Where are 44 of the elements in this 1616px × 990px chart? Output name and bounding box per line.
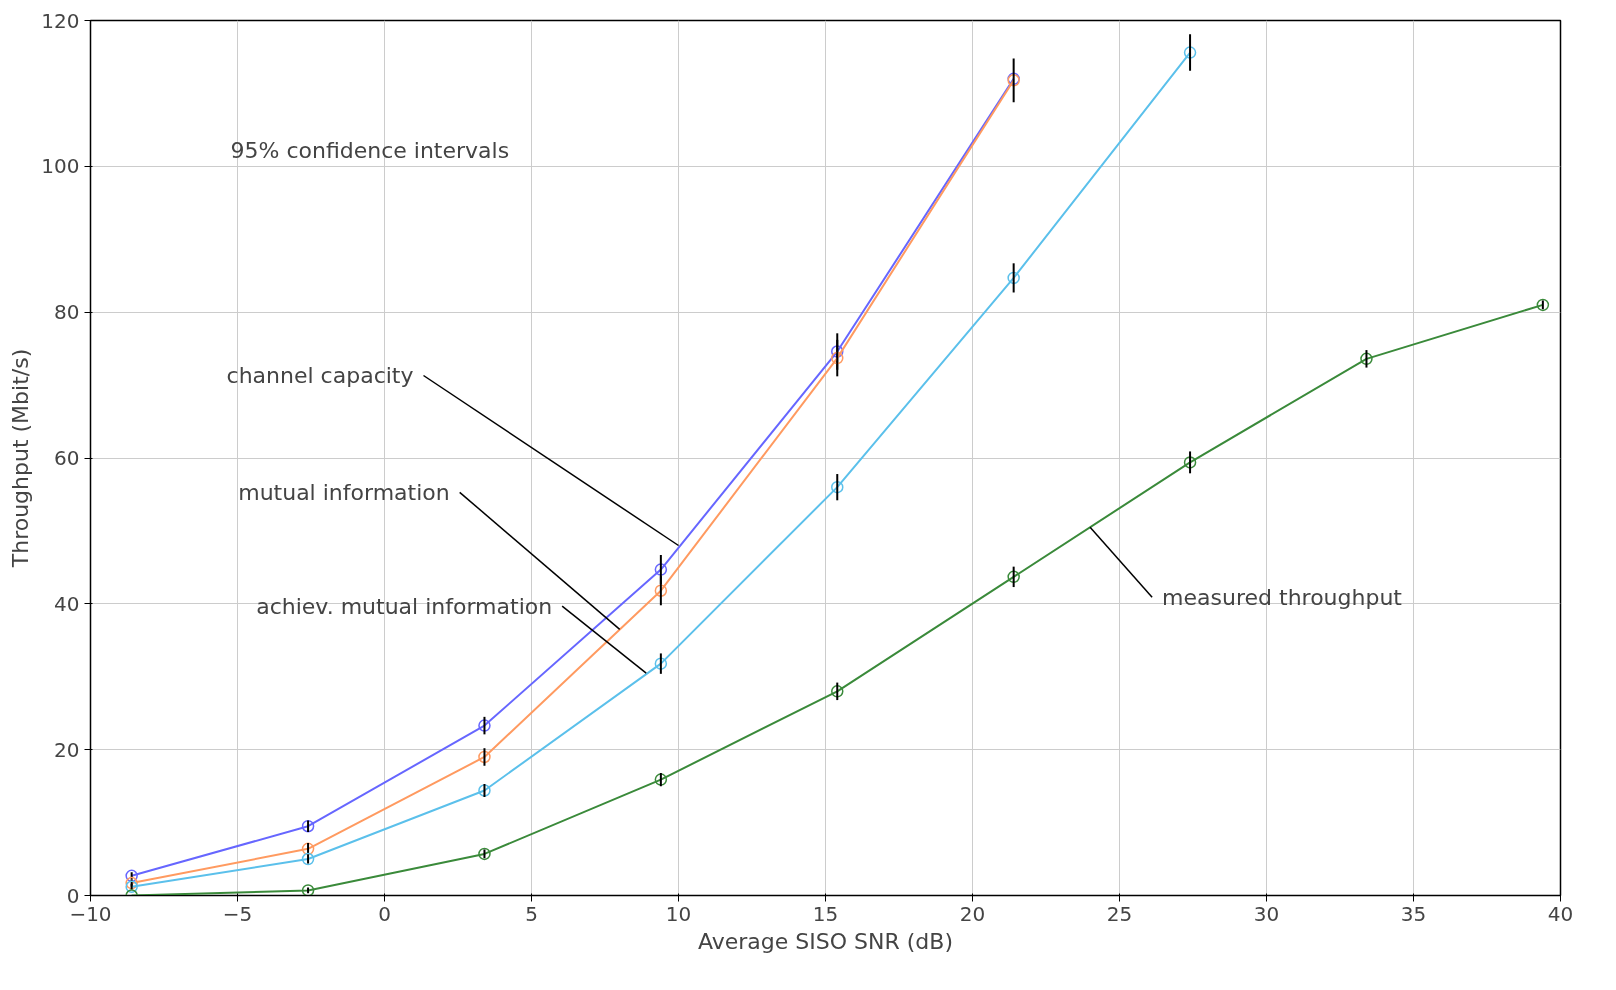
x-tick-label: 30 xyxy=(1253,901,1280,926)
x-tick-label: 0 xyxy=(378,901,391,926)
point xyxy=(1536,298,1550,312)
x-tick-label: 20 xyxy=(959,901,986,926)
point xyxy=(478,750,491,764)
y-tick-label: 0 xyxy=(66,883,80,908)
x-tick-label: −5 xyxy=(222,901,253,926)
point xyxy=(1360,352,1373,366)
annotation: achiev. mutual information xyxy=(256,593,553,619)
y-tick-label: 80 xyxy=(54,300,80,325)
point xyxy=(1007,271,1020,285)
point xyxy=(478,719,491,732)
point xyxy=(654,773,668,786)
point xyxy=(654,563,668,576)
point xyxy=(1183,456,1197,469)
x-tick-label: 15 xyxy=(812,901,839,926)
y-axis-title: Throughput (Mbit/s) xyxy=(8,348,34,569)
annotation: mutual information xyxy=(238,479,450,505)
x-tick-label: 35 xyxy=(1400,901,1427,926)
point xyxy=(831,345,844,358)
point xyxy=(654,584,668,597)
y-tick-label: 120 xyxy=(41,8,80,33)
x-tick-label: 10 xyxy=(665,901,692,926)
point xyxy=(831,480,844,494)
point xyxy=(831,351,844,365)
annotation: 95% confidence intervals xyxy=(230,138,510,163)
x-tick-label: 25 xyxy=(1106,901,1133,926)
x-axis-title: Average SISO SNR (dB) xyxy=(698,928,954,954)
y-tick-label: 20 xyxy=(54,737,80,762)
point xyxy=(478,784,491,797)
point xyxy=(1183,46,1197,59)
point xyxy=(654,657,668,670)
y-tick-label: 40 xyxy=(54,591,80,616)
point xyxy=(1007,570,1020,584)
y-tick-label: 100 xyxy=(41,154,80,179)
y-tick-label: 60 xyxy=(54,446,80,470)
annotation: measured throughput xyxy=(1162,584,1403,610)
x-tick-label: 5 xyxy=(525,901,538,926)
point xyxy=(478,847,491,861)
x-tick-label: 40 xyxy=(1547,901,1574,926)
point xyxy=(301,884,315,896)
point xyxy=(301,819,315,833)
annotation: channel capacity xyxy=(226,363,414,388)
point xyxy=(831,685,844,698)
